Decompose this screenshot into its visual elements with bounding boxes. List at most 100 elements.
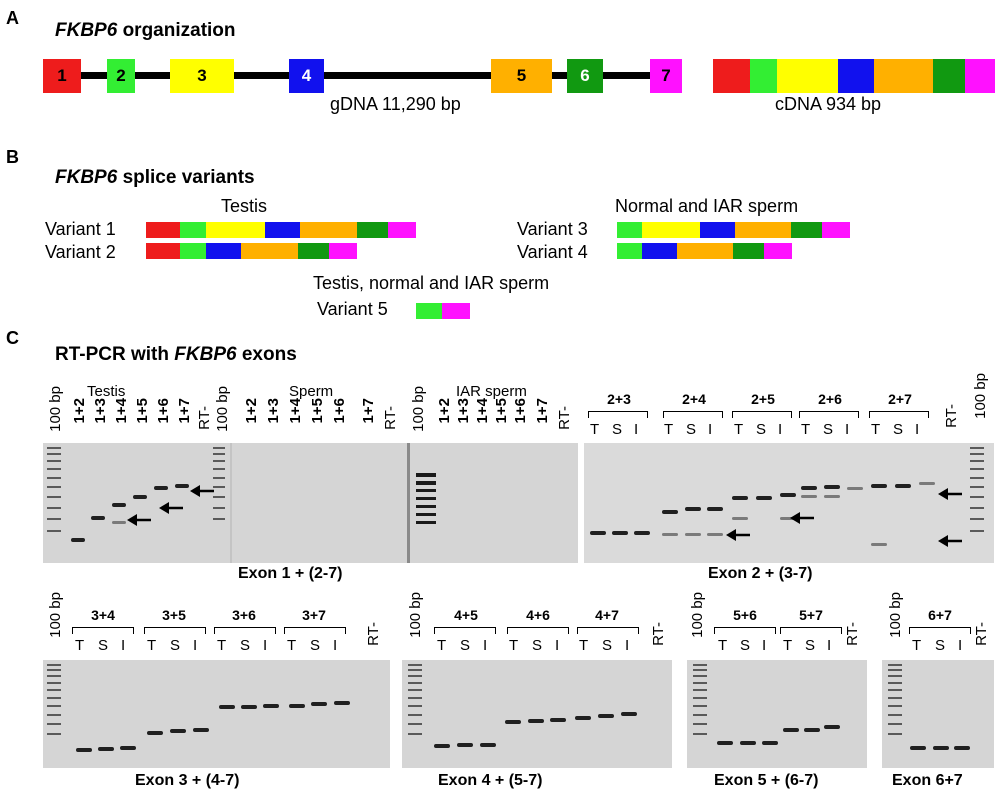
lane-label-i: I [625,637,630,654]
ladder-label-iar: 100 bp [410,386,427,432]
lane-label-i: I [483,637,488,654]
ladder-band [408,664,422,666]
gel2-bracket [663,411,723,418]
band [824,495,840,498]
band [112,503,126,507]
panel-b-title: FKBP6 splice variants [55,167,255,189]
ladder-band [408,669,422,672]
ladder-band [693,675,707,678]
lane-label-s: S [532,637,543,654]
variant-3-bar [617,222,850,238]
lane-label-i: I [708,421,713,438]
lane-label-t: T [147,637,157,654]
lane-label-t: T [590,421,600,438]
gdna-exon-4: 4 [289,59,324,93]
ladder-band [408,713,422,716]
ladder-band [47,495,61,498]
gdna-exon-1: 1 [43,59,81,93]
ladder-band [416,505,436,508]
ladder-band [213,453,225,456]
cdna-exon-2 [750,59,777,93]
ladder-band [970,453,984,456]
ladder-band [888,688,902,691]
ladder-band [416,473,436,477]
band [801,486,817,490]
band [91,516,105,520]
ladder-band [408,733,422,736]
band [263,704,279,708]
variant-4-bar [617,243,792,259]
gel3-bracket [144,627,206,634]
cdna-bar [713,59,995,93]
cdna-exon-5 [874,59,933,93]
lane-1-5-iar: 1+5 [493,398,510,424]
variant-1-label: Variant 1 [45,219,116,239]
cdna-exon-6 [933,59,965,93]
gdna-exon-6: 6 [567,59,603,93]
gel2-group-2-4: 2+4 [682,391,706,407]
lane-label-t: T [579,637,589,654]
gel-exon2 [584,443,994,563]
gel5-caption: Exon 5 + (6-7) [714,772,819,789]
lane-label-i: I [121,637,126,654]
gdna-exon-7: 7 [650,59,682,93]
gel-exon4 [402,660,672,768]
lane-label-t: T [912,637,922,654]
lane-label-s: S [460,637,471,654]
lane-label-s: S [740,637,751,654]
ladder-band [213,486,225,488]
band [783,728,799,732]
lane-label-t: T [801,421,811,438]
gel-exon3 [43,660,390,768]
gel2-group-2-5: 2+5 [751,391,775,407]
ladder-band [47,468,61,471]
gel-exon5 [687,660,867,768]
band [598,714,614,718]
ladder-label-sperm: 100 bp [214,386,231,432]
ladder-band [213,447,225,449]
lane-label-i: I [263,637,268,654]
lane-1-7-testis: 1+7 [176,398,193,424]
band [175,484,189,488]
gel-exon6 [882,660,994,768]
gel6-bracket [909,627,971,634]
lane-1-6-iar: 1+6 [512,398,529,424]
cdna-exon-3 [777,59,838,93]
ladder-band [408,696,422,699]
gel3-bracket [214,627,276,634]
lane-1-4-iar: 1+4 [474,398,491,424]
ladder-band [693,669,707,672]
lane-1-6-sperm: 1+6 [331,398,348,424]
gel3-group-3-7: 3+7 [302,607,326,623]
variant-4-label: Variant 4 [517,242,588,262]
ladder-band [970,486,984,488]
lane-label-s: S [98,637,109,654]
variant-2-label: Variant 2 [45,242,116,262]
lane-1-3-sperm: 1+3 [265,398,282,424]
band [154,486,168,490]
ladder-band [693,696,707,699]
ladder-band [47,447,61,449]
gel2-bracket [869,411,929,418]
ladder-band [416,481,436,485]
lane-label-s: S [893,421,904,438]
ladder-band [213,460,225,463]
gel4-group-4-5: 4+5 [454,607,478,623]
ladder-band [416,513,436,516]
ladder-label-gel3: 100 bp [47,592,64,638]
rt-label-gel2: RT- [943,404,960,428]
gdna-exon-5: 5 [491,59,552,93]
rt-label-gel5: RT- [844,622,861,646]
ladder-band [888,696,902,699]
iar-sperm-header: IAR sperm [456,383,527,400]
ladder-band [47,733,61,736]
cdna-exon-1 [713,59,750,93]
lane-1-4-sperm: 1+4 [287,398,304,424]
band [147,731,163,735]
ladder-band [213,468,225,471]
rt-label-sperm: RT- [382,406,399,430]
lane-1-7-sperm: 1+7 [360,398,377,424]
ladder-band [408,704,422,707]
band [707,533,723,536]
arrow-icon [938,535,962,547]
